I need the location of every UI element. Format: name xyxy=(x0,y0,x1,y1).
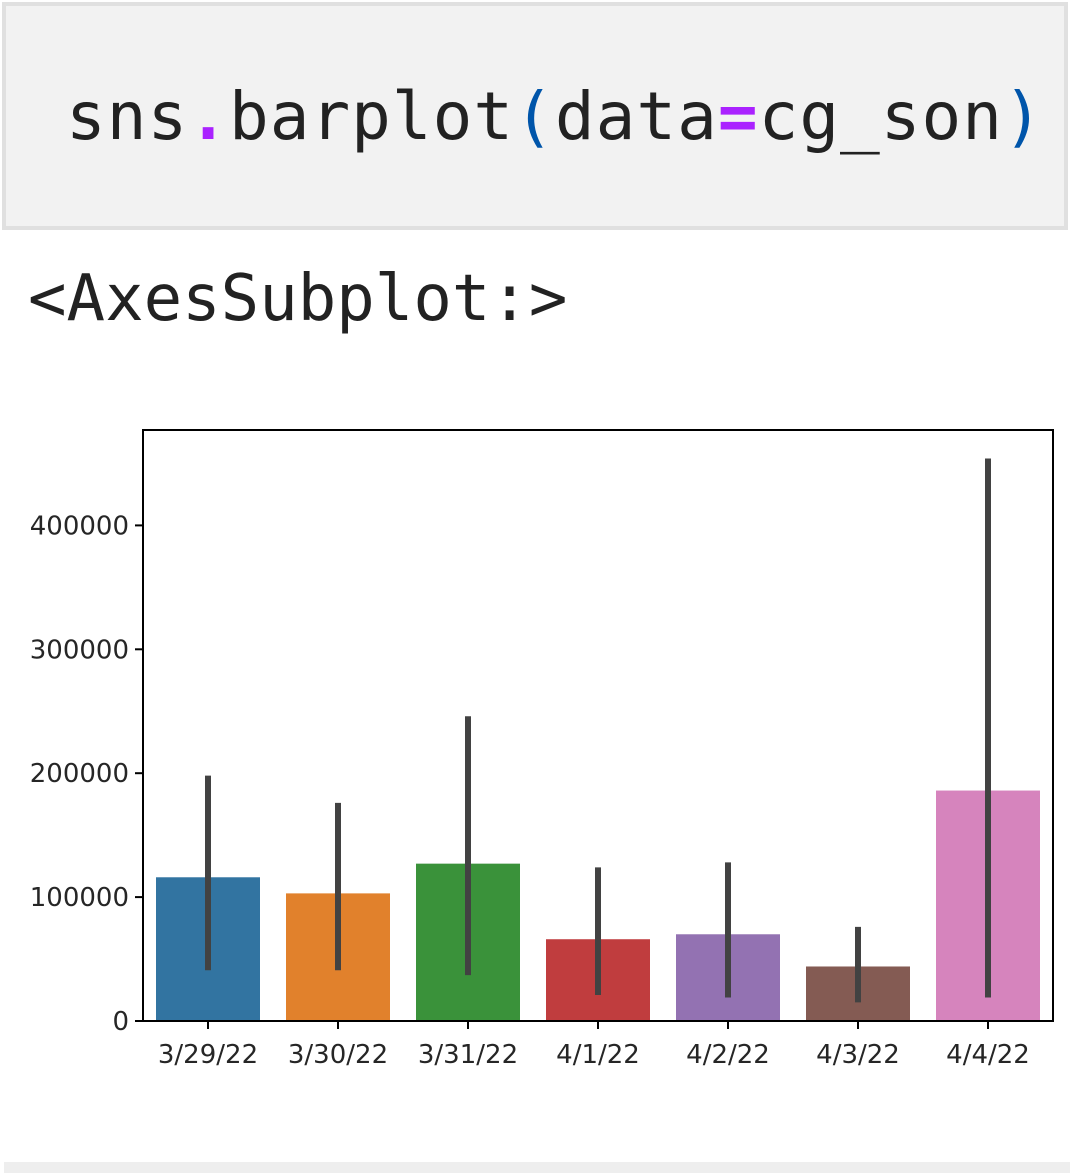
code-token: cg_son xyxy=(758,78,1003,155)
code-token: barplot xyxy=(228,78,515,155)
code-token: sns xyxy=(66,78,189,155)
bar-chart: 0 100000 200000 300000 400000 3/29/22 3/30/22 3… xyxy=(30,429,1054,1070)
plot-area: 0 100000 200000 300000 400000 3/29/22 3/30/22 3… xyxy=(30,429,1054,1070)
y-tick-label: 300000 xyxy=(30,635,129,665)
x-tick-label: 3/30/22 xyxy=(288,1040,388,1070)
x-tick-label: 3/31/22 xyxy=(418,1040,518,1070)
code-token: ) xyxy=(1003,78,1044,155)
y-tick-label: 400000 xyxy=(30,511,129,541)
x-tick-label: 4/1/22 xyxy=(556,1040,640,1070)
code-token: . xyxy=(188,78,229,155)
code-token: = xyxy=(717,78,759,155)
code-cell[interactable]: sns.barplot(data=cg_son) xyxy=(2,2,1068,230)
x-tick-label: 4/2/22 xyxy=(686,1040,770,1070)
y-tick-label: 0 xyxy=(112,1007,129,1037)
code-token: ( xyxy=(514,78,555,155)
y-tick-label: 100000 xyxy=(30,883,129,913)
code-token: data xyxy=(554,78,718,155)
code-line: sns.barplot(data=cg_son) xyxy=(66,78,1044,155)
x-tick-label: 4/3/22 xyxy=(816,1040,900,1070)
y-tick-label: 200000 xyxy=(30,759,129,789)
x-tick-label: 4/4/22 xyxy=(946,1040,1030,1070)
output-repr: <AxesSubplot:> xyxy=(28,262,568,336)
next-cell-edge xyxy=(4,1162,1070,1173)
x-tick-label: 3/29/22 xyxy=(158,1040,258,1070)
